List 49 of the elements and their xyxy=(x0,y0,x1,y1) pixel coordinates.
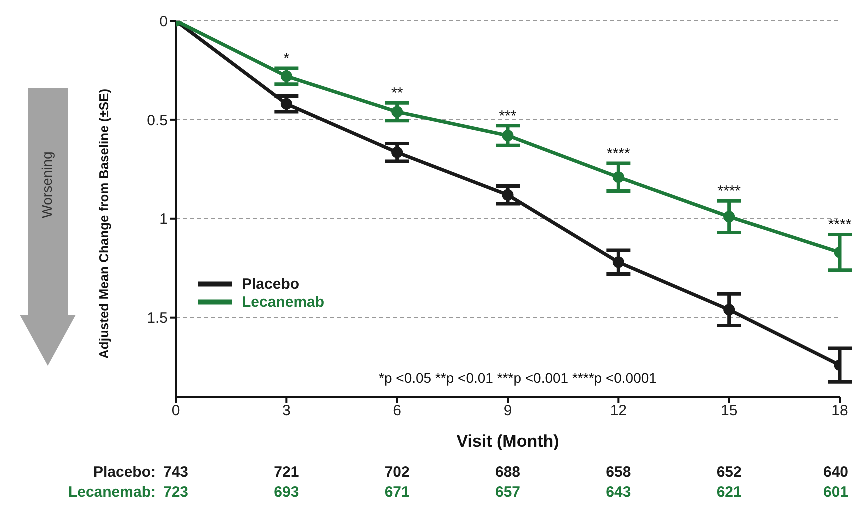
x-tick-label: 3 xyxy=(282,402,291,420)
point xyxy=(724,211,736,223)
point xyxy=(612,172,624,184)
text: 671 xyxy=(384,484,410,501)
text: 652 xyxy=(716,464,742,481)
annotation: * xyxy=(284,50,290,68)
y-axis-title: Adjusted Mean Change from Baseline (±SE) xyxy=(96,88,112,359)
annotation: *p <0.05 **p <0.01 ***p <0.001 ****p <0.0001 xyxy=(379,370,658,386)
legend-label: Placebo xyxy=(242,276,300,294)
annotation: **** xyxy=(606,145,630,162)
annotation: **** xyxy=(828,216,852,234)
text: 723 xyxy=(163,484,189,501)
text: 688 xyxy=(495,464,521,481)
text: 743 xyxy=(163,464,189,481)
text: 721 xyxy=(274,464,300,481)
text: Placebo: xyxy=(93,464,156,481)
y-tick-label: 1 xyxy=(160,211,168,228)
x-tick-label: 0 xyxy=(172,402,180,420)
text: 643 xyxy=(606,484,632,501)
point xyxy=(502,130,514,142)
text: Worsening xyxy=(39,152,55,218)
point xyxy=(280,98,292,110)
point xyxy=(502,189,514,201)
x-tick-label: 6 xyxy=(393,402,402,420)
annotation: ** xyxy=(391,85,404,102)
text: 658 xyxy=(606,464,632,481)
x-tick-label: 12 xyxy=(610,402,628,420)
y-tick-label: 1.5 xyxy=(147,310,168,328)
x-tick-label: 9 xyxy=(504,402,512,420)
text: 657 xyxy=(495,484,521,501)
x-axis-title: Visit (Month) xyxy=(456,432,560,451)
point xyxy=(392,106,404,118)
text: 601 xyxy=(823,484,849,501)
legend-label: Lecanemab xyxy=(242,294,325,312)
y-tick-label: 0.5 xyxy=(147,112,168,130)
point xyxy=(280,70,292,82)
text: Lecanemab: xyxy=(68,484,156,501)
text: 702 xyxy=(384,464,410,481)
text: 640 xyxy=(823,464,849,481)
x-tick-label: 18 xyxy=(832,402,848,420)
point xyxy=(392,146,404,158)
text: 621 xyxy=(716,484,742,501)
x-tick-label: 15 xyxy=(720,402,738,420)
y-tick-label: 0 xyxy=(160,13,168,30)
annotation: *** xyxy=(499,108,517,125)
point xyxy=(724,304,736,316)
annotation: **** xyxy=(718,183,742,200)
point xyxy=(612,256,624,268)
text: 693 xyxy=(274,484,300,501)
